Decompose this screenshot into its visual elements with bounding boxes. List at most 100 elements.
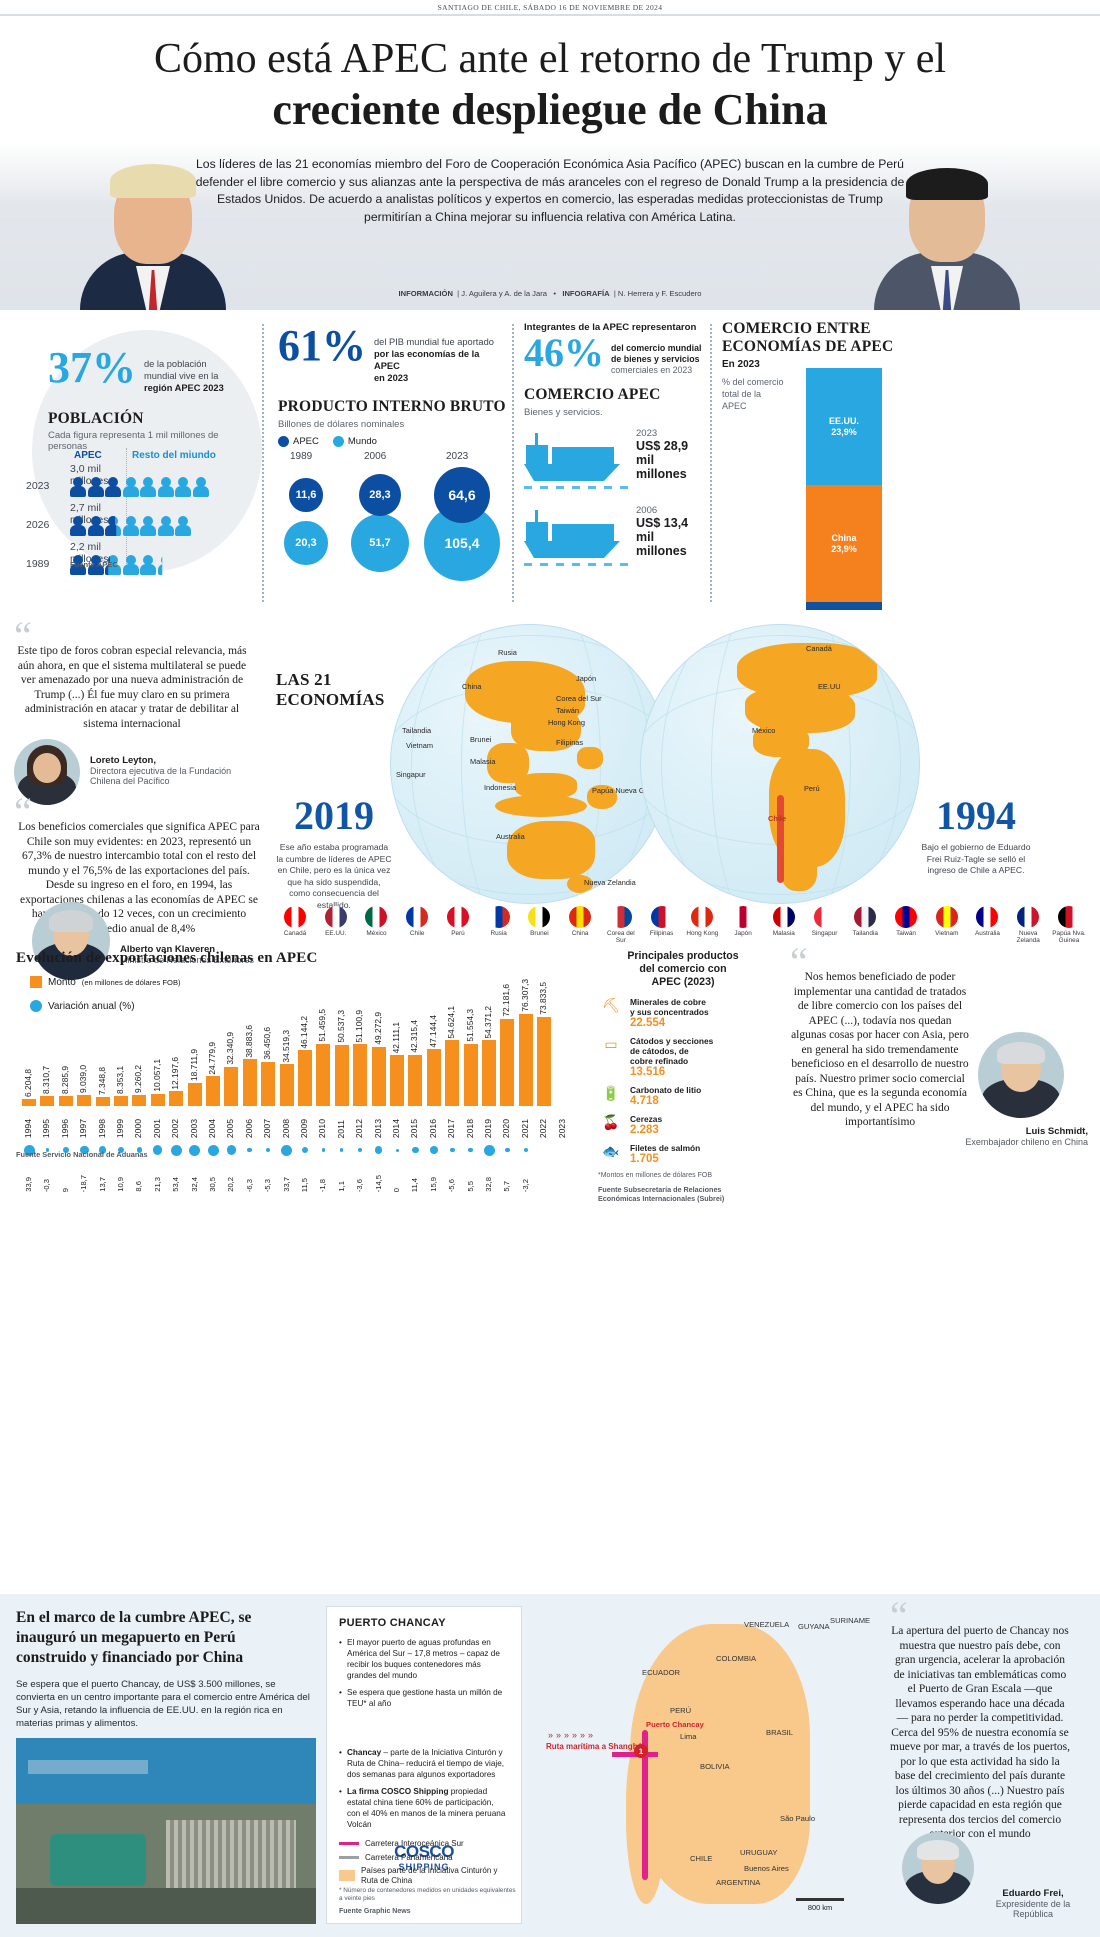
bar-value-label: 72.181,6 xyxy=(501,984,512,1017)
bar-value-label: 9.260,2 xyxy=(133,1064,144,1093)
trade-block: Integrantes de la APEC representaron 46%… xyxy=(524,322,704,582)
member-flags-row: Canadá EE.UU. México Chile Perú Rusia Brunei Ch… xyxy=(276,906,1088,944)
population-row-year: 2026 xyxy=(26,519,50,531)
map-label: PERÚ xyxy=(670,1706,692,1715)
flag-label: Brunei xyxy=(530,930,549,937)
map-label-taiwan: Taiwán xyxy=(556,706,580,715)
products-block: Principales productos del comercio con A… xyxy=(598,950,768,1203)
economies-heading: LAS 21 ECONOMÍAS xyxy=(276,670,385,710)
trade-ship-item: 2023 US$ 28,9 mil millones xyxy=(524,428,704,489)
flag-item: EE.UU. xyxy=(317,906,355,944)
person-icon xyxy=(140,516,156,536)
variation-label: 30,5 xyxy=(208,1177,217,1192)
quote-attrib-2: Luis Schmidt, Exembajador chileno en Chi… xyxy=(960,1126,1088,1147)
variation-label: 5,5 xyxy=(465,1181,475,1192)
bar xyxy=(482,1040,496,1106)
chancay-bullet: • Se espera que gestione hasta un millón … xyxy=(339,1688,503,1708)
flag-icon xyxy=(406,906,429,928)
variation-dot xyxy=(189,1144,201,1156)
person-icon xyxy=(175,477,191,497)
ship-icon xyxy=(524,433,628,489)
variation-label: 33,9 xyxy=(24,1177,33,1192)
product-value: 22.554 xyxy=(630,1017,666,1029)
ship-icon xyxy=(524,510,628,566)
trade-year: 2006 xyxy=(636,505,658,516)
bar-category-label: 2001 xyxy=(151,1118,162,1138)
flag-label: Rusia xyxy=(490,930,507,937)
gdp-apec-bubble: 64,6 xyxy=(433,466,491,524)
flag-label: China xyxy=(571,930,589,937)
quote-open-icon-2: “ xyxy=(14,789,32,834)
exports-source: Fuente Servicio Nacional de Aduanas xyxy=(16,1150,148,1159)
avatar-vanklaveren xyxy=(32,902,110,980)
flag-item: Brunei xyxy=(520,906,558,944)
exports-chart-title: Evolución de exportaciones chilenas en A… xyxy=(16,950,318,966)
variation-label: 15,9 xyxy=(428,1177,438,1192)
products-footnote: *Montos en millones de dólares FOB xyxy=(598,1172,712,1179)
quote-text-3: La apertura del puerto de Chancay nos mu… xyxy=(890,1625,1070,1840)
quote-card-schmidt: “ Nos hemos beneficiado de poder impleme… xyxy=(790,942,970,1130)
bar-value-label: 7.348,8 xyxy=(96,1067,107,1096)
variation-label: 9 xyxy=(60,1187,70,1192)
gdp-year-label: 1989 xyxy=(290,451,313,462)
flag-label: Corea del Sur xyxy=(607,930,635,944)
gdp-title: PRODUCTO INTERNO BRUTO xyxy=(278,398,506,415)
variation-dot xyxy=(226,1145,236,1155)
flag-icon xyxy=(569,906,592,928)
quote-open-icon: “ xyxy=(14,613,32,658)
map-label: BOLIVIA xyxy=(700,1762,730,1771)
flag-item: Papúa Nva. Guinea xyxy=(1050,906,1088,944)
variation-label: 11,5 xyxy=(300,1177,309,1192)
variation-label: 20,2 xyxy=(226,1177,236,1192)
credit-info-value: J. Aguilera y A. de la Jara xyxy=(461,289,547,298)
map-label: ECUADOR xyxy=(642,1668,680,1677)
trade-year: 2023 xyxy=(636,428,658,439)
flag-icon xyxy=(446,906,469,928)
bar xyxy=(316,1043,331,1106)
variation-dot xyxy=(23,1144,35,1156)
bar xyxy=(242,1059,257,1106)
cathode-icon: ▭ xyxy=(604,1036,618,1052)
bar-value-label: 6.204,8 xyxy=(23,1068,33,1097)
legend-apec: APEC xyxy=(74,450,102,461)
south-america-map: 1 Ruta marítima a Shanghái »»»»»» VENEZU… xyxy=(530,1602,870,1930)
flag-item: China xyxy=(561,906,599,944)
flag-icon xyxy=(691,906,714,928)
flag-icon xyxy=(732,906,755,928)
flag-label: Hong Kong xyxy=(686,930,719,937)
flag-label: Chile xyxy=(409,930,425,937)
person-icon xyxy=(70,555,86,575)
person-icon xyxy=(105,516,121,536)
bar-value-label: 54.371,2 xyxy=(483,1005,493,1039)
map-label-eeuu: EE.UU xyxy=(818,682,841,691)
bar-category-label: 1997 xyxy=(78,1118,89,1138)
bar-value-label: 54.624,1 xyxy=(446,1005,457,1039)
quote-role-3: Expresidente de la República xyxy=(995,1899,1071,1919)
person-icon xyxy=(175,516,191,536)
bar-category-label: 2003 xyxy=(188,1118,199,1138)
trade-value: US$ 28,9 mil millones xyxy=(636,439,689,481)
avatar-frei xyxy=(902,1832,974,1904)
intra-apec-block: COMERCIO ENTRE ECONOMÍAS DE APEC En 2023… xyxy=(722,320,1092,854)
map-label-vietnam: Vietnam xyxy=(406,741,433,750)
flag-item: Nueva Zelanda xyxy=(1009,906,1047,944)
bar-value-label: 47.144,4 xyxy=(427,1014,438,1048)
quote-name-0: Loreto Leyton, xyxy=(90,755,156,766)
bar-value-label: 9.039,0 xyxy=(78,1065,89,1094)
flag-item: México xyxy=(357,906,395,944)
bar-category-label: 2002 xyxy=(170,1118,181,1138)
variation-dot xyxy=(374,1146,383,1154)
trade-ship-item: 2006 US$ 13,4 mil millones xyxy=(524,505,704,566)
variation-label: 32,8 xyxy=(484,1177,493,1192)
gdp-apec-bubble: 28,3 xyxy=(358,473,402,517)
variation-label: 13,7 xyxy=(97,1177,107,1192)
bar-category-label: 2009 xyxy=(299,1118,309,1138)
page-title: Cómo está APEC ante el retorno de Trump … xyxy=(0,16,1100,142)
portrait-trump xyxy=(78,158,228,310)
bar xyxy=(114,1095,128,1106)
gdp-pct: 61% xyxy=(278,321,366,370)
flag-item: Canadá xyxy=(276,906,314,944)
chancay-bullet-bold: • Chancay – parte de la Iniciativa Cintur… xyxy=(339,1748,505,1779)
bar xyxy=(537,1016,552,1106)
flag-label: México xyxy=(366,930,387,937)
